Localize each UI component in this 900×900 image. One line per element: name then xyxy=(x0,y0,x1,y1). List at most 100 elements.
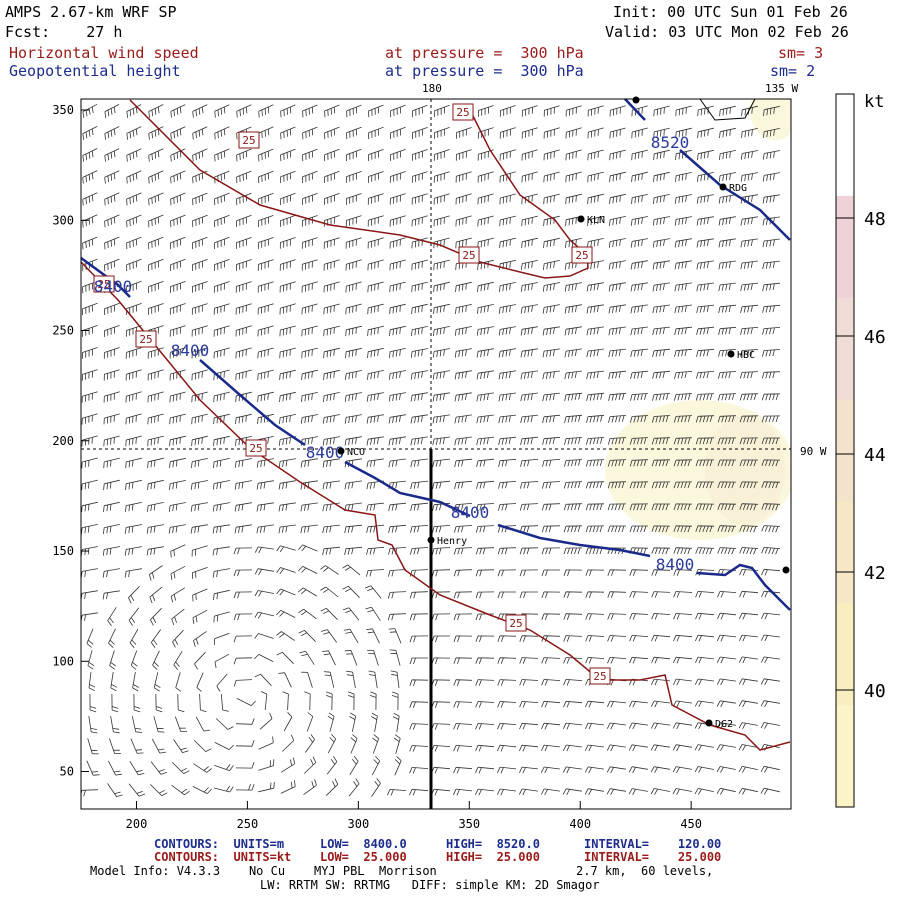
wind-barb xyxy=(673,678,692,686)
wind-barb xyxy=(300,414,318,424)
wind-barb xyxy=(192,148,208,162)
wind-barb xyxy=(149,565,163,581)
wind-barb xyxy=(497,657,517,664)
wind-barb xyxy=(366,414,384,424)
wind-barb xyxy=(169,303,186,315)
wind-barb xyxy=(475,591,495,599)
wind-barb xyxy=(220,693,229,712)
colorbar-band xyxy=(836,297,854,401)
wind-barb xyxy=(278,502,296,512)
wind-barb xyxy=(673,613,693,620)
wind-barb xyxy=(499,193,516,205)
wind-barb xyxy=(739,590,759,598)
wind-barb xyxy=(651,569,671,576)
colorbar-tick-label: 40 xyxy=(864,681,886,702)
wind-barb xyxy=(171,784,190,796)
wind-barb xyxy=(235,761,255,769)
wind-barb xyxy=(148,281,164,293)
wind-barb xyxy=(125,502,142,512)
wind-barb xyxy=(254,568,274,576)
wind-barb xyxy=(389,348,406,358)
wind-barb xyxy=(497,766,517,774)
height-contour-label: 8400 xyxy=(451,503,490,522)
wind-barb xyxy=(608,282,626,292)
wind-barb xyxy=(298,629,316,642)
wind-barb xyxy=(541,503,561,511)
wind-barb xyxy=(110,672,118,692)
wind-barb xyxy=(521,215,538,227)
wind-barb xyxy=(148,192,164,206)
wind-barb xyxy=(282,691,289,711)
wind-barb xyxy=(345,370,362,380)
wind-barb xyxy=(367,649,379,666)
wind-barb xyxy=(172,762,190,774)
wind-barb xyxy=(718,326,737,335)
wind-barb xyxy=(236,148,252,162)
wind-barb xyxy=(542,414,561,424)
wind-barb xyxy=(607,547,627,555)
wind-barb xyxy=(326,691,333,711)
lon-label-180: 180 xyxy=(422,82,442,95)
wind-barb xyxy=(629,503,649,511)
wind-barb xyxy=(125,391,142,403)
wind-barb xyxy=(454,436,472,446)
wind-barb xyxy=(367,303,384,315)
wind-barb xyxy=(283,712,293,732)
wind-barb xyxy=(740,260,758,270)
wind-barb xyxy=(697,149,714,161)
wind-barb xyxy=(233,657,253,665)
wind-barb xyxy=(739,612,759,620)
colorbar-frame xyxy=(835,93,855,808)
wind-barb xyxy=(367,325,384,337)
height-contour xyxy=(679,149,791,241)
wind-barb xyxy=(762,238,780,248)
wind-barb xyxy=(739,459,758,467)
wind-barb xyxy=(169,325,186,337)
wind-barb xyxy=(410,414,428,424)
wind-barb xyxy=(694,678,714,686)
wind-barb xyxy=(82,302,98,316)
wind-barb xyxy=(147,347,164,359)
wind-barb xyxy=(607,525,626,533)
wind-barb xyxy=(258,736,274,750)
wind-barb xyxy=(126,325,142,337)
y-tick-label: 300 xyxy=(52,213,74,227)
wind-contour-label: 25 xyxy=(462,249,475,262)
wind-barb xyxy=(279,259,296,271)
wind-barb xyxy=(631,194,648,204)
wind-barb xyxy=(740,304,759,313)
wind-barb xyxy=(147,369,164,381)
wind-barb xyxy=(454,370,472,380)
colorbar-tick-label: 48 xyxy=(864,209,886,230)
wind-barb xyxy=(256,502,274,512)
wind-barb xyxy=(409,723,429,730)
wind-barb xyxy=(108,628,116,648)
wind-barb xyxy=(411,215,428,227)
wind-barb xyxy=(631,171,648,183)
wind-barb xyxy=(82,148,98,162)
wind-barb xyxy=(298,566,318,574)
wind-barb xyxy=(762,282,781,292)
wind-barb xyxy=(300,458,318,468)
wind-barb xyxy=(609,105,626,117)
wind-barb xyxy=(213,458,230,468)
wind-barb xyxy=(497,744,517,752)
wind-barb xyxy=(260,691,268,711)
wind-barb xyxy=(716,787,736,795)
wind-barb xyxy=(629,437,649,445)
wind-barb xyxy=(190,480,208,490)
wind-barb xyxy=(608,304,626,314)
wind-barb xyxy=(498,370,516,380)
wind-barb xyxy=(168,502,186,512)
wind-barb xyxy=(520,304,538,314)
wind-barb xyxy=(696,194,714,204)
footer-wind-low: LOW= 25.000 xyxy=(320,850,407,864)
station-marker xyxy=(337,447,345,455)
wind-barb xyxy=(563,481,583,489)
wind-barb xyxy=(126,236,142,250)
wind-barb xyxy=(760,787,780,795)
wind-barb xyxy=(606,722,626,730)
wind-barb xyxy=(412,127,428,140)
wind-barb xyxy=(214,104,230,118)
wind-barb xyxy=(82,103,98,118)
